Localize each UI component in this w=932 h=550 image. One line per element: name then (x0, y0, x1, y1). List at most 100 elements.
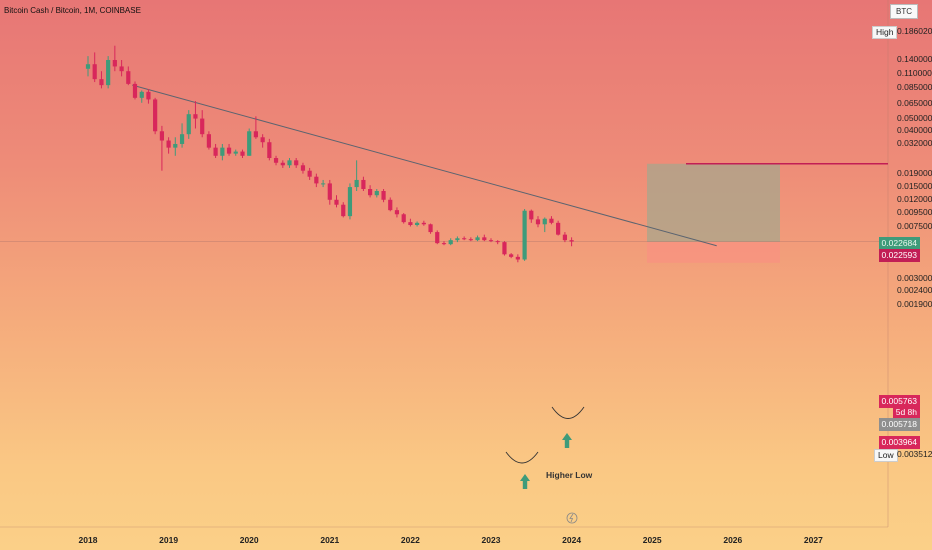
time-tick-label: 2018 (78, 535, 98, 545)
currency-selector[interactable]: BTC (890, 4, 918, 19)
price-tick-label: 0.012000 (897, 193, 932, 204)
high-value: 0.186020 (897, 26, 932, 36)
stop-zone (647, 241, 780, 263)
candle-body (515, 256, 520, 260)
candle-body (253, 131, 258, 138)
candle-body (562, 234, 568, 241)
candle-body (462, 238, 467, 240)
low-arc-1 (505, 451, 539, 464)
time-tick-label: 2019 (159, 535, 179, 545)
candle-body (193, 114, 198, 119)
price-tick-label: 0.019000 (897, 167, 932, 178)
candle-body (428, 224, 433, 233)
candle-body (186, 114, 191, 135)
candle-body (99, 79, 104, 86)
candle-body (139, 91, 144, 98)
candle-body (233, 151, 238, 154)
candle-body (220, 147, 225, 156)
candle-body (294, 160, 299, 166)
candle-body (273, 158, 279, 163)
candle-body (247, 131, 252, 156)
stop-price-tag: 0.003964 (878, 436, 920, 449)
candle-body (106, 60, 111, 86)
candle-body (468, 239, 473, 241)
candle-body (85, 64, 91, 69)
price-tick-label: 0.110000 (897, 67, 932, 78)
candle-body (394, 210, 400, 215)
up-arrow-icon (520, 474, 530, 489)
time-tick-label: 2027 (803, 535, 823, 545)
candle-body (448, 240, 453, 245)
candle-body (240, 151, 245, 156)
price-tick-label: 0.140000 (897, 54, 932, 64)
candle-body (200, 118, 205, 135)
price-tick-label: 0.002400 (897, 285, 932, 296)
candle-body (126, 71, 131, 84)
candle-body (307, 170, 312, 177)
higher-low-annotation: Higher Low (546, 470, 593, 480)
candle-body (542, 218, 547, 225)
price-tick-label: 0.040000 (897, 125, 932, 136)
candle-body (327, 183, 332, 200)
countdown-tag: 5d 8h (892, 406, 920, 419)
low-label: Low (874, 449, 898, 462)
price-tick-label: 0.009500 (897, 207, 932, 218)
lightning-icon-glyph (569, 513, 574, 523)
price-tick-label: 0.065000 (897, 97, 932, 108)
candle-body (569, 240, 574, 242)
time-tick-label: 2022 (400, 535, 420, 545)
candle-body (549, 218, 554, 223)
target-zone (647, 163, 780, 242)
high-label: High (872, 26, 898, 39)
candle-body (414, 222, 420, 226)
candle-body (334, 199, 339, 205)
candle-body (529, 210, 534, 220)
price-tick-label: 0.032000 (897, 137, 932, 148)
candle-body (159, 131, 165, 141)
trendline (132, 84, 717, 247)
candle-body (173, 143, 178, 148)
candle-body (388, 199, 393, 211)
up-arrow-icon (562, 433, 572, 448)
time-tick-label: 2021 (320, 535, 340, 545)
candle-body (475, 237, 480, 241)
candle-body (535, 219, 541, 225)
candle-body (495, 241, 500, 243)
candle-body (455, 238, 460, 241)
candle-body (368, 189, 373, 196)
candle-body (556, 222, 561, 235)
candle-body (321, 183, 326, 185)
candle-body (179, 134, 185, 144)
symbol-title: Bitcoin Cash / Bitcoin, 1M, COINBASE (4, 6, 141, 15)
candle-body (374, 191, 379, 196)
candle-body (153, 99, 158, 132)
candle-body (354, 179, 359, 188)
candle-body (421, 222, 426, 225)
candle-body (206, 134, 211, 148)
price-tick-label: 0.001900 (897, 298, 932, 309)
candle-body (300, 165, 306, 171)
entry-price-tag: 0.005718 (878, 418, 920, 431)
candle-body (280, 162, 285, 166)
candle-body (347, 187, 353, 217)
low-arc-2 (551, 406, 585, 419)
candle-body (112, 60, 117, 67)
price-tick-label: 0.085000 (897, 82, 932, 93)
time-tick-label: 2026 (723, 535, 743, 545)
price-tick-label: 0.003000 (897, 272, 932, 283)
candle-body (267, 142, 272, 159)
candle-body (381, 191, 386, 200)
time-tick-label: 2020 (239, 535, 259, 545)
candle-body (287, 160, 292, 166)
candle-body (488, 240, 494, 242)
time-tick-label: 2025 (642, 535, 662, 545)
candle-body (522, 210, 527, 260)
price-tick-label: 0.015000 (897, 181, 932, 192)
time-tick-label: 2023 (481, 535, 501, 545)
time-tick-label: 2024 (562, 535, 582, 545)
candle-body (482, 237, 487, 241)
target-upper-tag: 0.022684 (878, 237, 920, 250)
candle-body (435, 232, 440, 244)
